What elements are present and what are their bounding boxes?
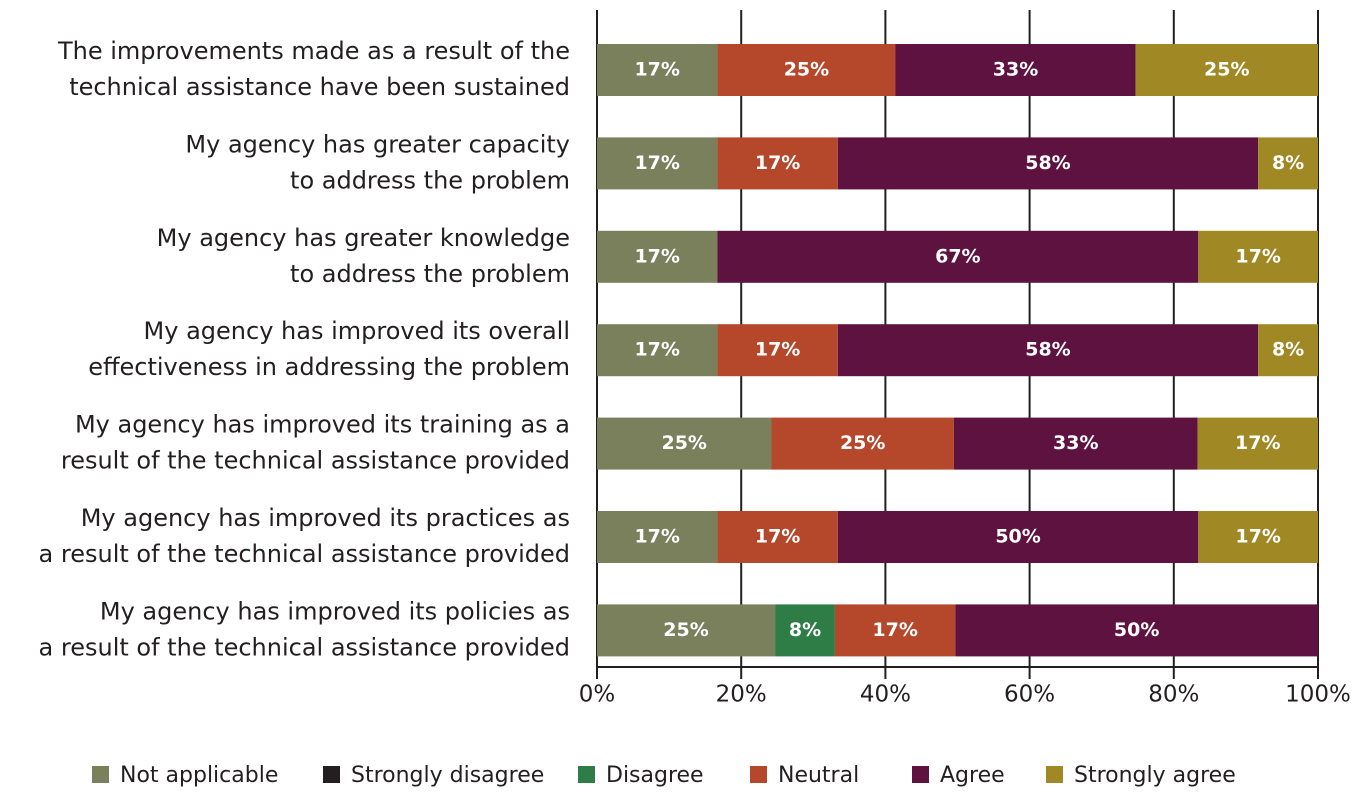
category-label: My agency has improved its training as a [75, 411, 570, 439]
value-label: 25% [661, 432, 706, 454]
category-label: My agency has improved its policies as [100, 597, 570, 625]
value-label: 17% [755, 526, 800, 548]
category-label: The improvements made as a result of the [57, 37, 570, 65]
bar-segment [953, 417, 1198, 470]
value-label: 8% [1272, 152, 1304, 174]
value-label: 25% [1204, 59, 1249, 81]
bar-segment [1135, 44, 1318, 96]
bar-segment [775, 604, 835, 657]
bar-segment [717, 137, 838, 190]
category-label: My agency has greater knowledge [157, 224, 570, 252]
value-label: 17% [872, 619, 917, 641]
bar-segment [837, 511, 1199, 563]
category-label: to address the problem [290, 166, 570, 194]
bar-segment [597, 417, 772, 470]
value-label: 17% [634, 339, 679, 361]
bar-segment [717, 44, 896, 96]
value-label: 33% [1053, 432, 1098, 454]
value-label: 58% [1025, 339, 1070, 361]
legend-swatch [750, 766, 767, 783]
category-label: My agency has greater capacity [185, 130, 570, 158]
bar-segment [597, 230, 718, 283]
bar-segment [1198, 511, 1318, 563]
legend-label: Disagree [606, 763, 704, 788]
bar-segment [834, 604, 956, 657]
bar-segment [717, 511, 838, 563]
value-label: 17% [634, 59, 679, 81]
value-label: 25% [784, 59, 829, 81]
value-label: 17% [1235, 526, 1280, 548]
value-label: 17% [1235, 245, 1280, 267]
x-tick-label: 20% [716, 682, 767, 708]
value-label: 8% [1272, 339, 1304, 361]
legend-swatch [92, 766, 109, 783]
value-label: 58% [1025, 152, 1070, 174]
bar-segment [895, 44, 1136, 96]
x-tick-label: 100% [1285, 682, 1351, 708]
bar-segment [955, 604, 1318, 657]
bar-segment [597, 511, 718, 563]
bar-segment [597, 324, 718, 377]
legend-label: Not applicable [120, 763, 278, 788]
category-label: My agency has improved its overall [144, 317, 570, 345]
value-label: 50% [1114, 619, 1159, 641]
legend-label: Strongly agree [1074, 763, 1236, 788]
legend-swatch [323, 766, 340, 783]
category-label: effectiveness in addressing the problem [88, 353, 570, 381]
bar-segment [717, 230, 1199, 283]
legend-label: Strongly disagree [351, 763, 544, 788]
bar-segment [837, 137, 1259, 190]
bar-segment [1198, 230, 1318, 283]
legend-label: Agree [940, 763, 1005, 788]
legend-swatch [912, 766, 929, 783]
value-label: 8% [789, 619, 821, 641]
bar-segment [837, 324, 1259, 377]
value-label: 17% [634, 526, 679, 548]
category-label: to address the problem [290, 260, 570, 288]
value-label: 17% [634, 245, 679, 267]
bar-segment [597, 44, 718, 96]
category-label: technical assistance have been sustained [69, 73, 570, 101]
value-label: 25% [840, 432, 885, 454]
bar-segment [597, 137, 718, 190]
bar-segment [771, 417, 954, 470]
category-label: result of the technical assistance provi… [61, 447, 570, 475]
x-tick-label: 40% [860, 682, 911, 708]
value-label: 17% [1235, 432, 1280, 454]
value-label: 17% [755, 152, 800, 174]
legend-swatch [1046, 766, 1063, 783]
legend-label: Neutral [778, 763, 859, 788]
bar-segment [1258, 324, 1318, 377]
x-tick-label: 80% [1148, 682, 1199, 708]
category-label: a result of the technical assistance pro… [39, 540, 570, 568]
value-label: 50% [995, 526, 1040, 548]
value-label: 17% [634, 152, 679, 174]
bar-segment [1258, 137, 1318, 190]
legend-swatch [578, 766, 595, 783]
value-label: 25% [663, 619, 708, 641]
x-tick-label: 0% [579, 682, 616, 708]
value-label: 17% [755, 339, 800, 361]
value-label: 67% [935, 245, 980, 267]
category-label: My agency has improved its practices as [81, 504, 570, 532]
category-label: a result of the technical assistance pro… [39, 633, 570, 661]
x-tick-label: 60% [1004, 682, 1055, 708]
bar-segment [717, 324, 838, 377]
bar-segment [597, 604, 776, 657]
value-label: 33% [993, 59, 1038, 81]
bar-segment [1197, 417, 1318, 470]
